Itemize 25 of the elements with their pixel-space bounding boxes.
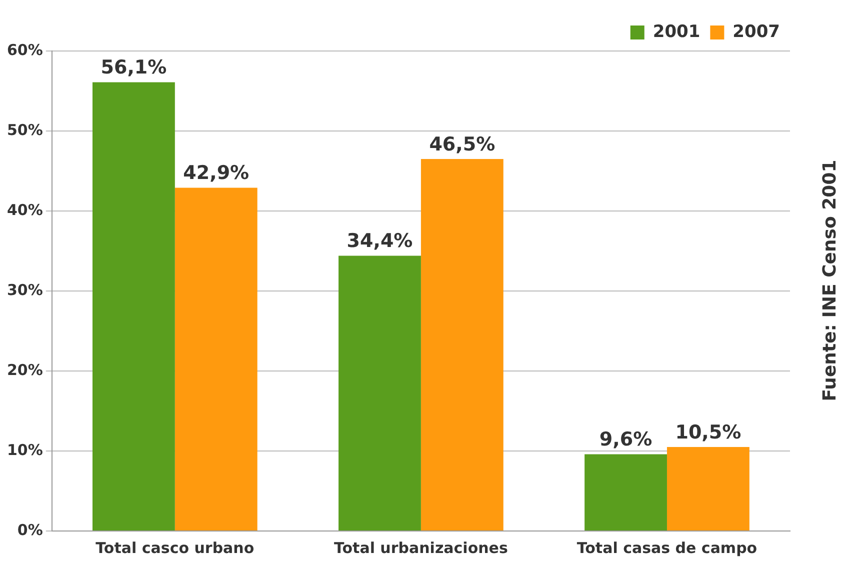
data-label: 46,5% bbox=[429, 133, 496, 156]
legend-label: 2001 bbox=[652, 22, 700, 42]
bar bbox=[92, 82, 175, 530]
legend-label: 2007 bbox=[732, 22, 780, 42]
x-tick-label: Total casas de campo bbox=[576, 538, 758, 557]
y-tick-label: 20% bbox=[6, 360, 43, 379]
bar bbox=[174, 188, 258, 530]
bar bbox=[584, 454, 667, 530]
data-label: 10,5% bbox=[675, 421, 742, 444]
y-tick-label: 50% bbox=[6, 120, 43, 139]
bar bbox=[420, 159, 504, 530]
y-tick-label: 0% bbox=[17, 520, 43, 539]
x-tick-label: Total urbanizaciones bbox=[334, 538, 508, 557]
data-label: 9,6% bbox=[599, 428, 652, 451]
y-tick-label: 30% bbox=[6, 280, 43, 299]
bar bbox=[338, 256, 421, 530]
x-tick-label: Total casco urbano bbox=[96, 538, 254, 557]
data-label: 56,1% bbox=[100, 56, 167, 79]
source-note: Fuente: INE Censo 2001 bbox=[820, 160, 841, 402]
y-tick-label: 40% bbox=[6, 200, 43, 219]
y-tick-label: 60% bbox=[6, 40, 43, 59]
y-tick-label: 10% bbox=[6, 440, 43, 459]
data-label: 34,4% bbox=[346, 230, 413, 252]
bar bbox=[666, 447, 750, 530]
data-label: 42,9% bbox=[183, 162, 250, 184]
